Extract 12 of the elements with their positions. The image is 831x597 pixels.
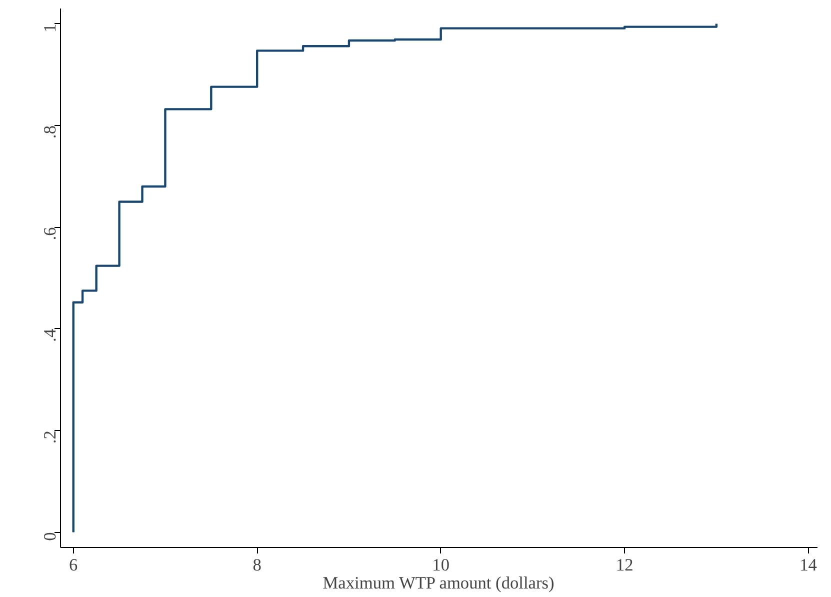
- x-tick-label: 12: [616, 556, 634, 574]
- x-tick-label: 8: [252, 556, 262, 574]
- x-tick-label: 6: [69, 556, 78, 574]
- y-tick-label: .2: [40, 430, 60, 444]
- y-tick-label: .4: [40, 328, 60, 342]
- x-axis-title: Maximum WTP amount (dollars): [322, 574, 554, 592]
- x-tick-label: 10: [432, 556, 450, 574]
- y-tick-label: 1: [40, 24, 60, 32]
- y-tick-label: .8: [40, 125, 60, 138]
- y-tick-label: 0: [40, 532, 60, 541]
- x-tick-label: 14: [800, 556, 818, 574]
- y-tick-label: .6: [40, 226, 60, 240]
